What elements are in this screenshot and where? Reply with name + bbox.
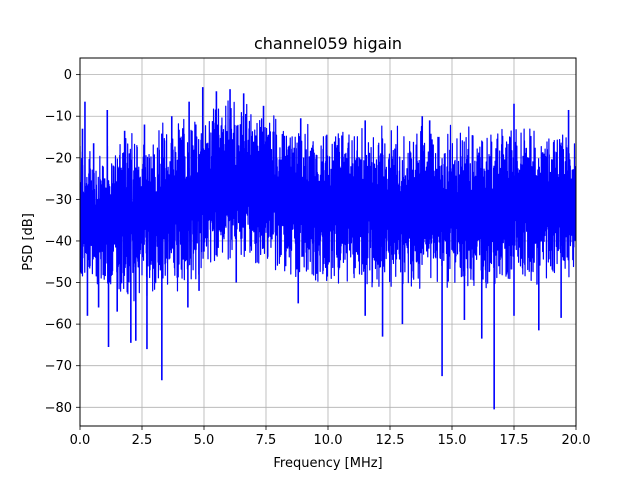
x-tick-label: 0.0 [70,433,91,448]
x-axis-ticks: 0.0 2.5 5.0 7.5 10.0 12.5 15.0 17.5 20.0 [70,426,591,448]
x-tick-label: 12.5 [376,433,405,448]
x-tick-label: 10.0 [314,433,343,448]
y-axis-label: PSD [dB] [21,213,36,271]
y-axis-ticks: 0 −10 −20 −30 −40 −50 −60 −70 −80 [45,68,80,416]
chart-title: channel059 higain [254,34,402,53]
y-tick-label: −30 [45,193,72,208]
y-tick-label: −20 [45,151,72,166]
plot-area [80,87,576,410]
x-tick-label: 15.0 [438,433,467,448]
x-tick-label: 7.5 [256,433,277,448]
x-tick-label: 5.0 [194,433,215,448]
y-tick-label: −40 [45,234,72,249]
psd-trace [80,100,576,302]
y-tick-label: −80 [45,401,72,416]
x-tick-label: 2.5 [132,433,153,448]
y-tick-label: −10 [45,110,72,125]
y-tick-label: −50 [45,276,72,291]
y-tick-label: −70 [45,359,72,374]
y-tick-label: −60 [45,318,72,333]
series-layer [80,87,576,410]
x-tick-label: 20.0 [562,433,591,448]
x-axis-label: Frequency [MHz] [273,456,382,471]
y-tick-label: 0 [64,68,72,83]
x-tick-label: 17.5 [500,433,529,448]
